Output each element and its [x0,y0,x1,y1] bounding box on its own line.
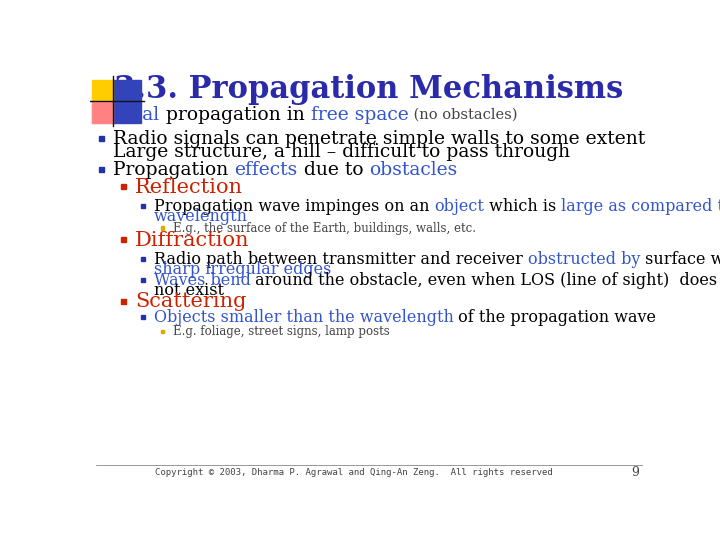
Text: Propagation wave impinges on an: Propagation wave impinges on an [153,198,434,215]
Bar [112,80,141,123]
Text: Ideal: Ideal [113,106,161,124]
Text: E.g., the surface of the Earth, buildings, walls, etc.: E.g., the surface of the Earth, building… [173,222,476,235]
Text: (no obstacles): (no obstacles) [409,108,518,122]
Text: 9: 9 [631,465,639,478]
Bar [99,167,104,172]
Bar [121,299,126,303]
Bar [121,237,126,242]
Bar [91,102,113,123]
Text: Scattering: Scattering [135,293,246,312]
Text: obstructed by: obstructed by [528,251,640,268]
Text: not exist: not exist [153,282,223,299]
Text: E.g. foliage, street signs, lamp posts: E.g. foliage, street signs, lamp posts [173,326,390,339]
Bar [141,278,145,281]
Text: obstacles: obstacles [369,161,458,179]
Text: Diffraction: Diffraction [135,231,249,250]
Bar [141,204,145,208]
Text: Radio path between transmitter and receiver: Radio path between transmitter and recei… [153,251,528,268]
Text: 3.3. Propagation Mechanisms: 3.3. Propagation Mechanisms [114,74,624,105]
Text: wavelength: wavelength [153,208,248,225]
Bar [161,330,163,333]
Text: Copyright © 2003, Dharma P. Agrawal and Qing-An Zeng.  All rights reserved: Copyright © 2003, Dharma P. Agrawal and … [155,468,552,477]
Text: which is: which is [484,198,562,215]
Text: Propagation: Propagation [113,161,235,179]
Bar [121,184,126,189]
Bar [99,136,104,141]
Bar [91,102,113,123]
Text: object: object [434,198,484,215]
Text: free space: free space [311,106,409,124]
Text: effects: effects [235,161,298,179]
Text: propagation in: propagation in [161,106,311,124]
Bar [161,226,163,230]
Text: Radio signals can penetrate simple walls to some extent: Radio signals can penetrate simple walls… [113,131,646,149]
Text: Large structure, a hill – difficult to pass through: Large structure, a hill – difficult to p… [113,143,570,161]
Text: around the obstacle, even when LOS (line of sight)  does: around the obstacle, even when LOS (line… [251,272,718,289]
Bar [141,315,145,319]
Bar [141,257,145,261]
Text: Reflection: Reflection [135,178,243,197]
Text: of the propagation wave: of the propagation wave [454,309,657,326]
Text: large as compared to: large as compared to [562,198,720,215]
Text: surface with: surface with [640,251,720,268]
Bar [99,111,104,117]
Bar [91,80,113,102]
Text: Objects smaller than the wavelength: Objects smaller than the wavelength [153,309,454,326]
Text: sharp irregular edges: sharp irregular edges [153,261,331,279]
Text: Waves bend: Waves bend [153,272,251,289]
Text: due to: due to [298,161,369,179]
